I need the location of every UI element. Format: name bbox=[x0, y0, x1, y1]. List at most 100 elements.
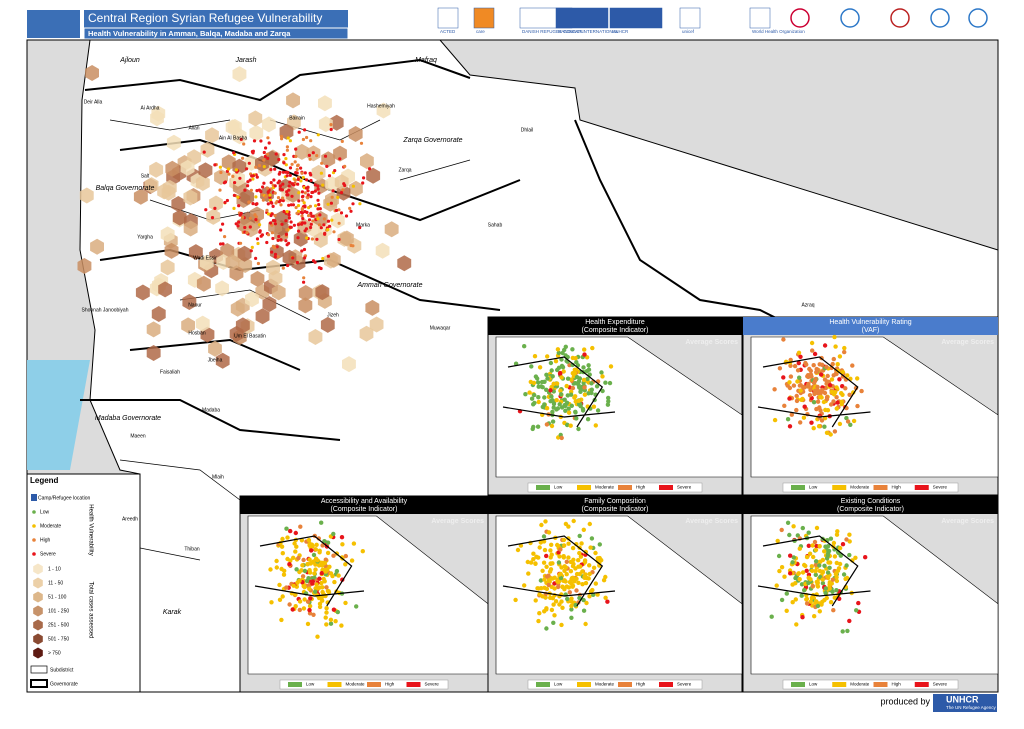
inset-point bbox=[307, 557, 312, 562]
refugee-point bbox=[301, 137, 305, 142]
inset-point bbox=[529, 396, 535, 401]
inset-point bbox=[811, 426, 816, 431]
inset-borders bbox=[757, 356, 871, 428]
hexagon bbox=[298, 297, 313, 314]
inset-point bbox=[526, 571, 531, 576]
refugee-point bbox=[231, 174, 235, 178]
refugee-point bbox=[270, 212, 274, 216]
inset-point bbox=[801, 415, 807, 420]
inset-legend-swatch bbox=[618, 485, 632, 490]
inset-point bbox=[825, 574, 830, 579]
refugee-point bbox=[339, 191, 344, 195]
inset-point bbox=[351, 541, 357, 546]
inset-point bbox=[311, 552, 317, 558]
inset-point bbox=[798, 388, 803, 393]
refugee-point bbox=[251, 202, 255, 206]
inset-point bbox=[590, 587, 595, 593]
hexagon bbox=[295, 143, 309, 160]
inset-point bbox=[322, 579, 327, 584]
refugee-point bbox=[262, 150, 266, 155]
refugee-point bbox=[351, 184, 355, 188]
inset-point bbox=[577, 595, 582, 601]
inset-point bbox=[812, 539, 818, 545]
inset-point bbox=[582, 392, 588, 397]
hexagon bbox=[164, 242, 179, 259]
inset-point bbox=[808, 577, 813, 582]
hexagon bbox=[250, 206, 264, 223]
legend-level: Moderate bbox=[40, 523, 61, 529]
place-label: Marka bbox=[356, 222, 370, 228]
refugee-point bbox=[286, 171, 290, 175]
hexagon bbox=[171, 196, 186, 212]
hexagon bbox=[77, 258, 92, 274]
inset-legend-swatch bbox=[873, 682, 888, 687]
refugee-point bbox=[309, 195, 313, 199]
inset-point bbox=[578, 564, 583, 569]
inset-point bbox=[307, 603, 313, 609]
refugee-point bbox=[232, 193, 236, 197]
refugee-point bbox=[285, 228, 289, 232]
place-label: Jizeh bbox=[327, 312, 339, 318]
inset-point bbox=[561, 554, 566, 559]
legend-bin: 251 - 500 bbox=[48, 622, 69, 628]
refugee-point bbox=[323, 154, 328, 158]
hexagon bbox=[160, 226, 175, 243]
inset-point bbox=[513, 597, 518, 603]
refugee-point bbox=[316, 198, 320, 202]
inset-point bbox=[288, 528, 293, 534]
inset-point bbox=[842, 345, 847, 351]
legend-bin: 101 - 250 bbox=[48, 608, 69, 614]
refugee-point bbox=[258, 223, 262, 227]
inset-point bbox=[810, 543, 815, 548]
place-label: Areedh bbox=[122, 516, 138, 522]
inset-point bbox=[308, 596, 313, 601]
refugee-point bbox=[266, 186, 270, 190]
inset-legend-swatch bbox=[791, 485, 805, 490]
hexagon bbox=[298, 285, 313, 301]
refugee-point bbox=[311, 214, 315, 218]
refugee-point bbox=[279, 203, 283, 207]
inset-point bbox=[591, 565, 597, 570]
inset-point bbox=[573, 410, 578, 415]
inset-point bbox=[287, 562, 292, 567]
legend-bin: 11 - 50 bbox=[48, 580, 63, 586]
inset-point bbox=[573, 566, 578, 571]
inset-point bbox=[305, 599, 311, 604]
refugee-point bbox=[310, 190, 314, 195]
place-label: Ain Al Basha bbox=[219, 135, 248, 141]
refugee-point bbox=[202, 150, 206, 154]
inset-subtitle: (Composite Indicator) bbox=[582, 327, 649, 334]
refugee-point bbox=[311, 219, 315, 223]
inset-point bbox=[298, 524, 303, 529]
inset-point bbox=[607, 380, 613, 386]
refugee-point bbox=[293, 178, 297, 182]
inset-point bbox=[605, 402, 611, 407]
place-label: Um El Basatin bbox=[234, 333, 266, 339]
inset-point bbox=[795, 368, 801, 373]
refugee-point bbox=[204, 208, 208, 212]
refugee-point bbox=[259, 139, 263, 143]
refugee-point bbox=[251, 177, 255, 181]
refugee-point bbox=[266, 202, 270, 206]
refugee-point bbox=[300, 249, 304, 253]
hexagon bbox=[313, 232, 328, 248]
inset-point bbox=[785, 520, 791, 525]
inset-point bbox=[787, 385, 793, 391]
place-label: Balqa Governorate bbox=[96, 185, 155, 192]
inset-point bbox=[535, 424, 541, 429]
inset-point bbox=[844, 537, 849, 542]
inset-point bbox=[586, 367, 592, 372]
inset-point bbox=[847, 539, 852, 544]
hexagon bbox=[330, 212, 345, 229]
inset-point bbox=[557, 554, 562, 559]
inset-point bbox=[820, 581, 826, 586]
inset-point bbox=[787, 380, 792, 385]
inset-point bbox=[834, 578, 840, 584]
inset-point bbox=[834, 571, 839, 576]
refugee-point bbox=[277, 200, 281, 204]
vuln-label: Health Vulnerability bbox=[87, 504, 93, 555]
refugee-point bbox=[282, 153, 286, 157]
hexagon bbox=[245, 291, 259, 308]
inset-point bbox=[597, 542, 602, 547]
